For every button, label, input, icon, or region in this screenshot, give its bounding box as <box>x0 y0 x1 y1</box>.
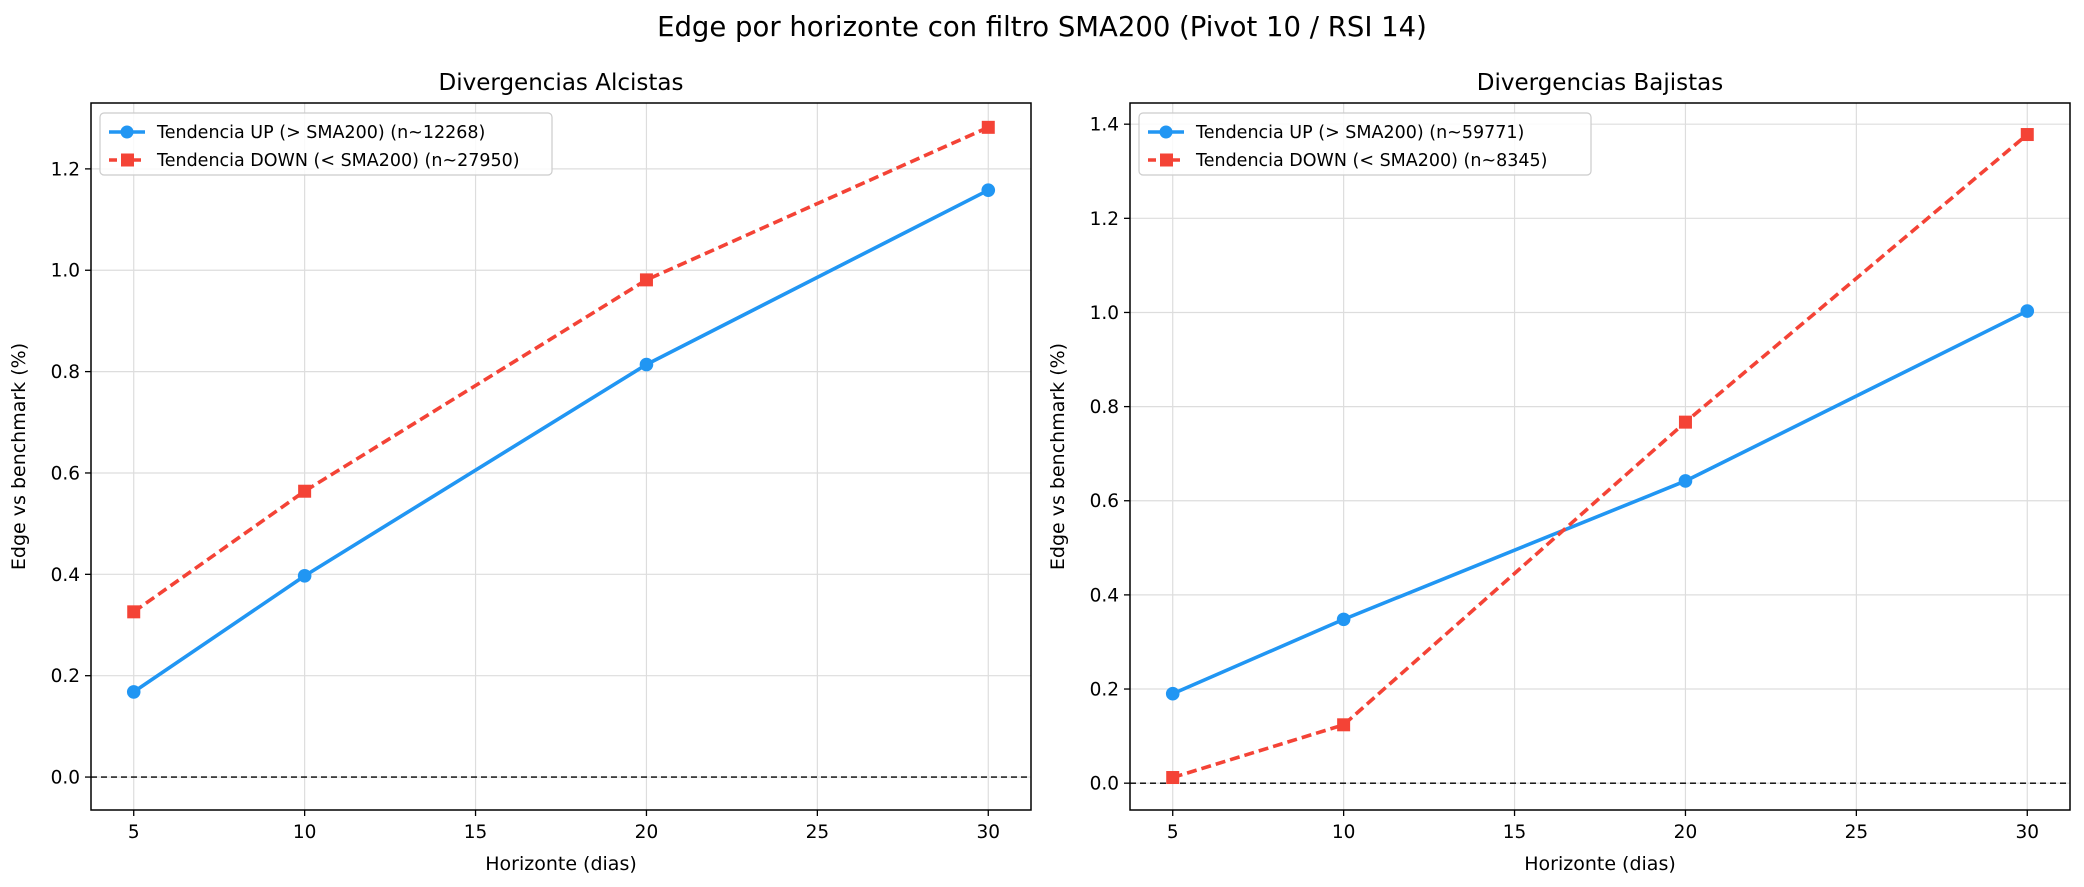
plot-frame <box>1129 102 2071 811</box>
x-tick-label: 10 <box>1332 822 1356 843</box>
legend: Tendencia UP (> SMA200) (n~12268) Tendenc… <box>99 112 553 176</box>
y-tick-label: 0.0 <box>1090 774 1119 795</box>
y-tick-label: 1.4 <box>1090 115 1119 136</box>
data-point-up <box>297 569 312 583</box>
chart-title: Divergencias Alcistas <box>439 70 684 96</box>
x-tick-label: 20 <box>635 822 659 843</box>
data-point-up <box>1678 474 1693 488</box>
plot-frame <box>90 102 1032 811</box>
chart-title: Divergencias Bajistas <box>1477 70 1723 96</box>
data-point-down <box>1678 415 1692 429</box>
y-tick-label: 1.2 <box>51 159 80 180</box>
data-point-down <box>2020 128 2034 142</box>
series-line-up <box>1172 309 2029 696</box>
data-point-up <box>1336 612 1351 627</box>
figure-title: Edge por horizonte con filtro SMA200 (Pi… <box>657 11 1427 43</box>
data-point-up <box>126 685 141 699</box>
data-point-down <box>1166 771 1180 785</box>
y-tick-label: 1.0 <box>1090 303 1119 324</box>
x-tick-label: 30 <box>976 822 1000 843</box>
legend: Tendencia UP (> SMA200) (n~59771) Tendenc… <box>1138 112 1592 176</box>
x-tick-label: 25 <box>1845 822 1869 843</box>
legend-label: Tendencia UP (> SMA200) (n~59771) <box>1195 123 1524 143</box>
series-line-up <box>132 188 990 694</box>
data-point-down <box>981 120 995 134</box>
y-tick-label: 0.8 <box>51 362 80 383</box>
x-tick-label: 20 <box>1674 822 1698 843</box>
data-point-down <box>639 273 653 287</box>
x-tick-label: 10 <box>293 822 317 843</box>
chart-panel-1: 5 10 15 20 25 30 0.0 0.2 0.4 0.6 0.8 1.0 1.2 Tendenci… <box>8 70 1032 875</box>
legend-marker-square <box>121 153 134 167</box>
data-point-up <box>2020 304 2035 318</box>
data-point-down <box>127 605 141 619</box>
legend-marker-circle <box>1159 125 1173 139</box>
legend-marker-square <box>1160 153 1173 167</box>
y-tick-label: 1.0 <box>51 261 80 282</box>
y-tick-label: 0.2 <box>1090 680 1119 701</box>
data-point-down <box>1337 718 1351 732</box>
x-tick-label: 15 <box>1503 822 1527 843</box>
y-axis-label: Edge vs benchmark (%) <box>1047 343 1069 570</box>
x-tick-label: 25 <box>806 822 830 843</box>
y-tick-label: 0.0 <box>51 768 80 789</box>
y-tick-label: 0.6 <box>1090 491 1119 512</box>
data-point-down <box>298 484 312 498</box>
y-tick-label: 1.2 <box>1090 209 1119 230</box>
data-point-up <box>1165 686 1180 701</box>
legend-box <box>1138 112 1592 176</box>
legend-label: Tendencia DOWN (< SMA200) (n~8345) <box>1195 151 1548 171</box>
chart-panel-2: 5 10 15 20 25 30 0.0 0.2 0.4 0.6 0.8 1.0 1.2 1.4 Tende… <box>1047 70 2071 875</box>
y-axis-label: Edge vs benchmark (%) <box>8 343 30 570</box>
y-tick-label: 0.4 <box>1090 585 1119 606</box>
x-axis-label: Horizonte (dias) <box>485 853 637 875</box>
series-line-down <box>132 125 990 614</box>
data-point-up <box>981 183 996 197</box>
x-tick-label: 15 <box>464 822 488 843</box>
x-tick-label: 5 <box>1167 822 1179 843</box>
y-tick-label: 0.4 <box>51 565 80 586</box>
x-tick-label: 30 <box>2015 822 2039 843</box>
x-tick-label: 5 <box>128 822 140 843</box>
data-point-up <box>639 357 654 372</box>
legend-label: Tendencia DOWN (< SMA200) (n~27950) <box>156 151 520 171</box>
legend-label: Tendencia UP (> SMA200) (n~12268) <box>156 123 485 143</box>
legend-box <box>99 112 553 176</box>
y-tick-label: 0.2 <box>51 666 80 687</box>
legend-marker-circle <box>120 125 134 139</box>
series-line-down <box>1172 133 2029 780</box>
y-tick-label: 0.8 <box>1090 397 1119 418</box>
x-axis-label: Horizonte (dias) <box>1524 853 1676 875</box>
y-tick-label: 0.6 <box>51 463 80 484</box>
